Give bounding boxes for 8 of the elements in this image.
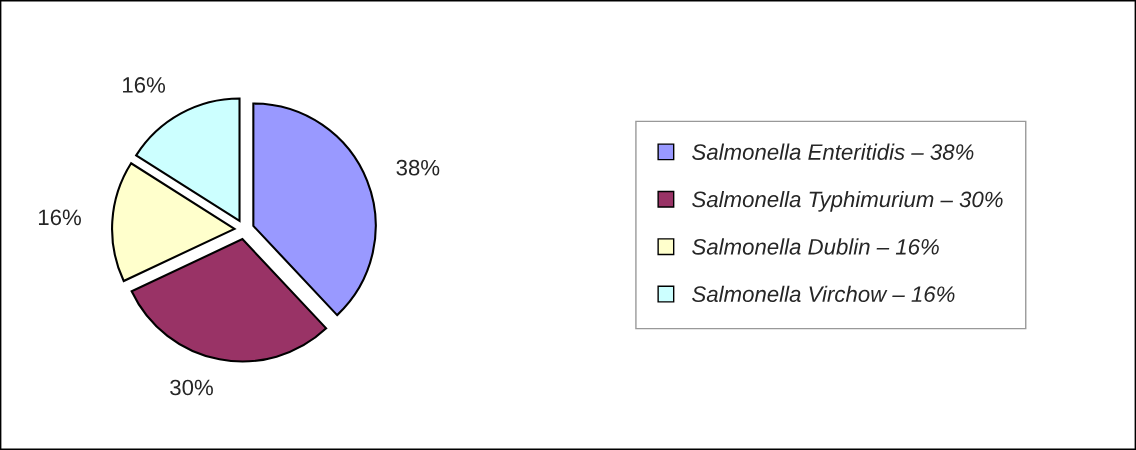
data-label: 16% (38, 209, 81, 226)
legend-label: Salmonella Enteritidis – 38% (692, 143, 974, 160)
legend-label: Salmonella Dublin – 16% (692, 238, 939, 255)
legend-label: Salmonella Typhimurium – 30% (692, 190, 1003, 212)
data-label: 16% (123, 77, 166, 93)
data-label: 38% (396, 159, 440, 176)
data-label: 30% (170, 379, 213, 396)
legend-label: Salmonella Virchow – 16% (692, 285, 955, 303)
